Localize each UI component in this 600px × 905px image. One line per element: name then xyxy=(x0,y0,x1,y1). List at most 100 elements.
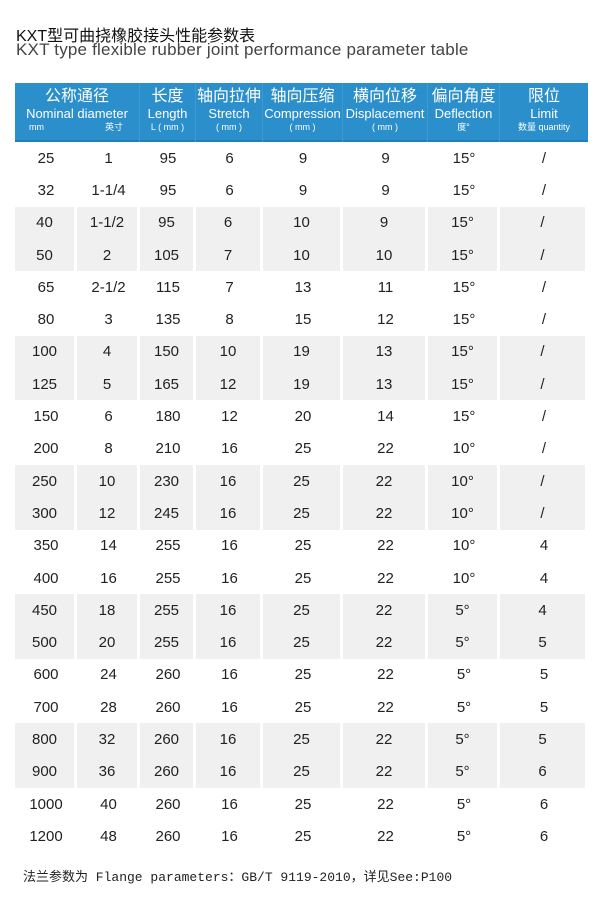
cell-displacement: 12 xyxy=(377,311,394,329)
cell-displacement: 9 xyxy=(381,149,390,167)
cell-displacement: 13 xyxy=(343,335,428,369)
flange-note: 法兰参数为 Flange parameters：GB/T 9119-2010，详… xyxy=(23,870,453,885)
cell-nominal-mm: 1000 xyxy=(29,795,63,813)
cell-deflection: 15° xyxy=(428,368,500,401)
cell-deflection: 5° xyxy=(456,795,472,813)
cell-stretch: 7 xyxy=(196,238,263,272)
cell-nominal-inch: 24 xyxy=(100,666,117,684)
cell-displacement: 22 xyxy=(343,497,428,530)
cell-stretch: 6 xyxy=(225,181,234,199)
table-row: 32 1-1/4 95 6 9 9 15° / xyxy=(15,174,588,206)
cell-stretch: 6 xyxy=(196,206,263,239)
cell-length: 95 xyxy=(159,149,177,167)
cell-nominal-inch: 5 xyxy=(77,368,140,401)
cell-limit: 4 xyxy=(539,537,549,555)
cell-compression: 10 xyxy=(263,206,343,239)
title-en: KXT type flexible rubber joint performan… xyxy=(16,40,469,59)
cell-compression: 25 xyxy=(263,626,343,659)
cell-nominal-mm: 450 xyxy=(15,594,77,627)
header-cn: 偏向角度 xyxy=(431,88,496,105)
cell-stretch: 16 xyxy=(196,594,263,627)
cell-deflection: 10° xyxy=(452,537,476,555)
cell-length: 150 xyxy=(140,335,196,369)
cell-compression: 25 xyxy=(294,569,312,587)
header-cn: 轴向压缩 xyxy=(270,88,335,105)
cell-length: 115 xyxy=(156,278,180,296)
header-compression: 轴向压缩 Compression( mm ) xyxy=(263,83,343,142)
cell-deflection: 15° xyxy=(428,206,500,239)
cell-limit: 4 xyxy=(539,569,549,587)
cell-length: 165 xyxy=(140,368,196,401)
cell-nominal-mm: 1200 xyxy=(29,827,63,845)
cell-stretch: 10 xyxy=(196,335,263,369)
cell-length: 260 xyxy=(140,723,196,756)
cell-nominal-inch: 1-1/2 xyxy=(77,206,140,239)
cell-length: 260 xyxy=(155,698,181,716)
header-cn: 限位 xyxy=(527,88,560,105)
cell-deflection: 5° xyxy=(456,827,472,845)
cell-length: 260 xyxy=(140,755,196,788)
cell-compression: 19 xyxy=(263,335,343,369)
table-row: 300 12 245 16 25 22 10° / xyxy=(15,497,588,530)
table-row: 700 28 260 16 25 22 5° 5 xyxy=(15,691,588,723)
cell-nominal-inch: 40 xyxy=(100,795,117,813)
table-body: 25 1 95 6 9 9 15°/32 1-1/4 95 6 9 9 15°/40 1-1/2 95 6 10… xyxy=(15,142,588,853)
header-en: Deflection xyxy=(434,106,493,121)
cell-limit: / xyxy=(541,149,547,167)
cell-nominal-mm: 300 xyxy=(15,497,77,530)
header-en: Length xyxy=(147,106,188,121)
cell-nominal-mm: 400 xyxy=(33,569,59,587)
cell-nominal-mm: 900 xyxy=(15,755,77,788)
table-row: 50 2 105 7 10 10 15° / xyxy=(15,238,588,272)
cell-limit: / xyxy=(541,278,547,296)
cell-limit: 5 xyxy=(539,698,549,716)
cell-stretch: 16 xyxy=(221,795,238,813)
header-stretch: 轴向拉伸 Stretch( mm ) xyxy=(196,83,263,142)
cell-deflection: 15° xyxy=(428,238,500,272)
table-row: 200 8 210 16 25 22 10° / xyxy=(15,433,588,465)
cell-compression: 25 xyxy=(263,497,343,530)
cell-length: 180 xyxy=(155,408,181,426)
header-en: Limit xyxy=(530,106,558,121)
cell-displacement: 10 xyxy=(343,238,428,272)
cell-stretch: 6 xyxy=(225,149,234,167)
table-row: 600 24 260 16 25 22 5° 5 xyxy=(15,659,588,691)
cell-deflection: 15° xyxy=(452,408,476,426)
cell-limit: 5 xyxy=(500,723,588,756)
cell-displacement: 9 xyxy=(381,181,390,199)
cell-nominal-inch: 1-1/4 xyxy=(91,181,126,199)
cell-deflection: 15° xyxy=(428,335,500,369)
cell-deflection: 15° xyxy=(452,149,476,167)
cell-compression: 20 xyxy=(294,408,312,426)
cell-limit: / xyxy=(500,335,588,369)
table-row: 1200 48 260 16 25 22 5° 6 xyxy=(15,820,588,852)
cell-nominal-mm: 100 xyxy=(15,335,77,369)
cell-limit: 4 xyxy=(500,594,588,627)
header-en: Compression xyxy=(264,106,341,121)
cell-limit: 6 xyxy=(539,827,549,845)
cell-deflection: 5° xyxy=(456,698,472,716)
cell-stretch: 16 xyxy=(196,626,263,659)
cell-limit: 6 xyxy=(539,795,549,813)
cell-deflection: 5° xyxy=(428,594,500,627)
cell-length: 255 xyxy=(155,569,181,587)
cell-displacement: 22 xyxy=(377,537,394,555)
cell-nominal-mm: 40 xyxy=(15,206,77,239)
cell-compression: 13 xyxy=(294,278,312,296)
cell-displacement: 22 xyxy=(377,440,394,458)
cell-compression: 25 xyxy=(263,755,343,788)
cell-nominal-inch: 6 xyxy=(104,408,113,426)
cell-nominal-inch: 14 xyxy=(100,537,117,555)
header-cn: 长度 xyxy=(151,88,184,105)
cell-compression: 9 xyxy=(298,149,308,167)
cell-length: 95 xyxy=(159,181,177,199)
cell-nominal-inch: 16 xyxy=(100,569,117,587)
cell-limit: / xyxy=(500,238,588,272)
header-en: Stretch xyxy=(208,106,250,121)
cell-compression: 19 xyxy=(263,368,343,401)
table-row: 100 4 150 10 19 13 15° / xyxy=(15,335,588,369)
header-unit: ( mm ) xyxy=(372,122,398,132)
cell-limit: / xyxy=(541,181,547,199)
cell-deflection: 15° xyxy=(452,311,476,329)
cell-nominal-inch: 3 xyxy=(104,311,113,329)
